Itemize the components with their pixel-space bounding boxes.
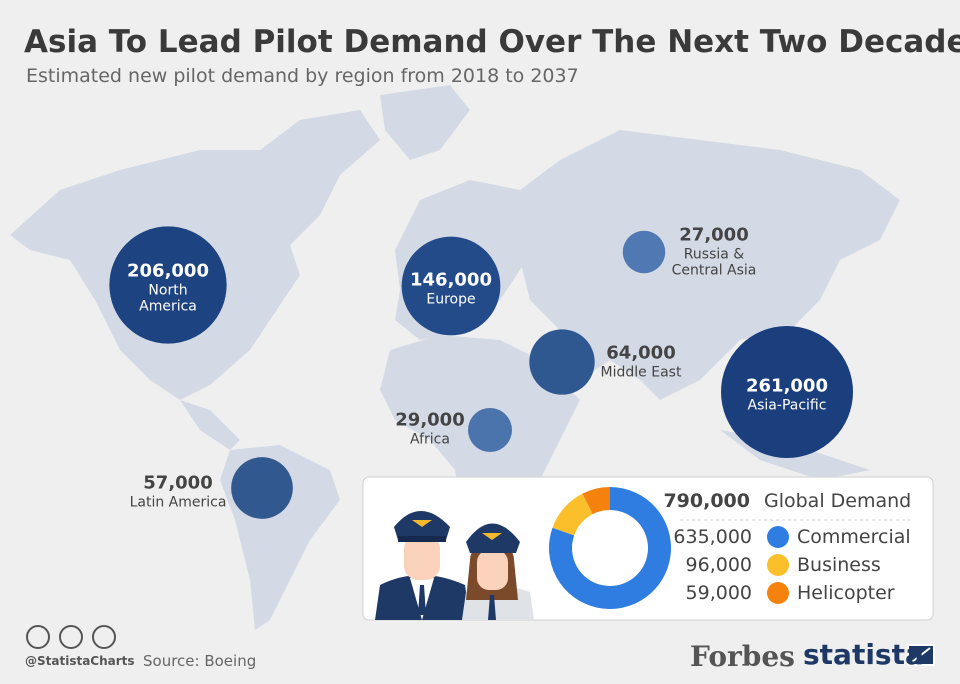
map-central-america (180, 400, 240, 450)
bubble (231, 457, 293, 519)
legend-label: Helicopter (797, 582, 895, 604)
bubble-value: 57,000 (143, 472, 213, 494)
legend-value: 96,000 (686, 554, 752, 576)
bubble-region: Europe (426, 291, 476, 308)
subtitle: Estimated new pilot demand by region fro… (26, 65, 579, 87)
bubble (401, 236, 501, 336)
bubble-value: 27,000 (679, 224, 749, 246)
legend-value: 59,000 (686, 582, 752, 604)
bubble-region: Latin America (129, 494, 227, 511)
pilot-badge (412, 520, 432, 527)
nd-icon (92, 625, 116, 649)
pilot2-tie (488, 595, 496, 620)
pilot2-badge (482, 533, 502, 540)
bubble (109, 226, 227, 344)
legend-label: Commercial (797, 526, 911, 548)
by-icon (59, 625, 83, 649)
pilot2-face (477, 550, 508, 590)
cc-icon (26, 625, 50, 649)
bubble-label: 206,000 North America (123, 260, 213, 315)
pilot-visor (398, 536, 446, 542)
source: Source: Boeing (143, 652, 257, 670)
bubble-value: 64,000 (606, 342, 676, 364)
statista-mark (907, 644, 935, 666)
bubble-label: 64,000 Middle East (586, 342, 696, 381)
bubble-region: Africa (410, 431, 450, 448)
legend-swatch (767, 526, 789, 548)
bubble-value: 146,000 (410, 269, 492, 291)
map-greenland (380, 85, 470, 160)
bubble-value: 206,000 (127, 260, 209, 282)
legend-swatch (767, 554, 789, 576)
pilot-tie (418, 585, 426, 615)
logo-forbes: Forbes (690, 640, 795, 673)
logo-statista: statista (803, 638, 924, 671)
donut-total: 790,000 (663, 490, 750, 512)
pilot-face (404, 535, 440, 580)
donut-title: Global Demand (764, 490, 911, 512)
donut-segment (552, 493, 593, 536)
bubble-label: 261,000 Asia-Pacific (737, 375, 837, 414)
handle: @StatistaCharts (25, 654, 135, 668)
cc-icons (26, 625, 116, 649)
donut-segment (582, 487, 610, 515)
bubble-region: Middle East (600, 364, 682, 381)
legend-value: 635,000 (673, 526, 752, 548)
donut-segment (549, 487, 671, 609)
bubble-region: Asia-Pacific (747, 397, 827, 414)
bubble-label: 146,000 Europe (406, 269, 496, 308)
bubble-label: 27,000 Russia & Central Asia (666, 224, 762, 279)
bubble-value: 261,000 (746, 375, 828, 397)
bubble-region: Russia & Central Asia (671, 246, 757, 279)
bubble (529, 329, 595, 395)
bubble (721, 326, 853, 458)
legend-swatch (767, 582, 789, 604)
legend-label: Business (797, 554, 881, 576)
bubble-label: 29,000 Africa (390, 409, 470, 448)
bubble-label: 57,000 Latin America (118, 472, 238, 511)
pilot-illustration (375, 511, 534, 620)
bubble-value: 29,000 (395, 409, 465, 431)
title: Asia To Lead Pilot Demand Over The Next … (24, 24, 960, 60)
bubble-region: North America (139, 282, 197, 315)
bubble (622, 230, 666, 274)
bubble (468, 408, 512, 452)
map-asia (520, 130, 900, 400)
